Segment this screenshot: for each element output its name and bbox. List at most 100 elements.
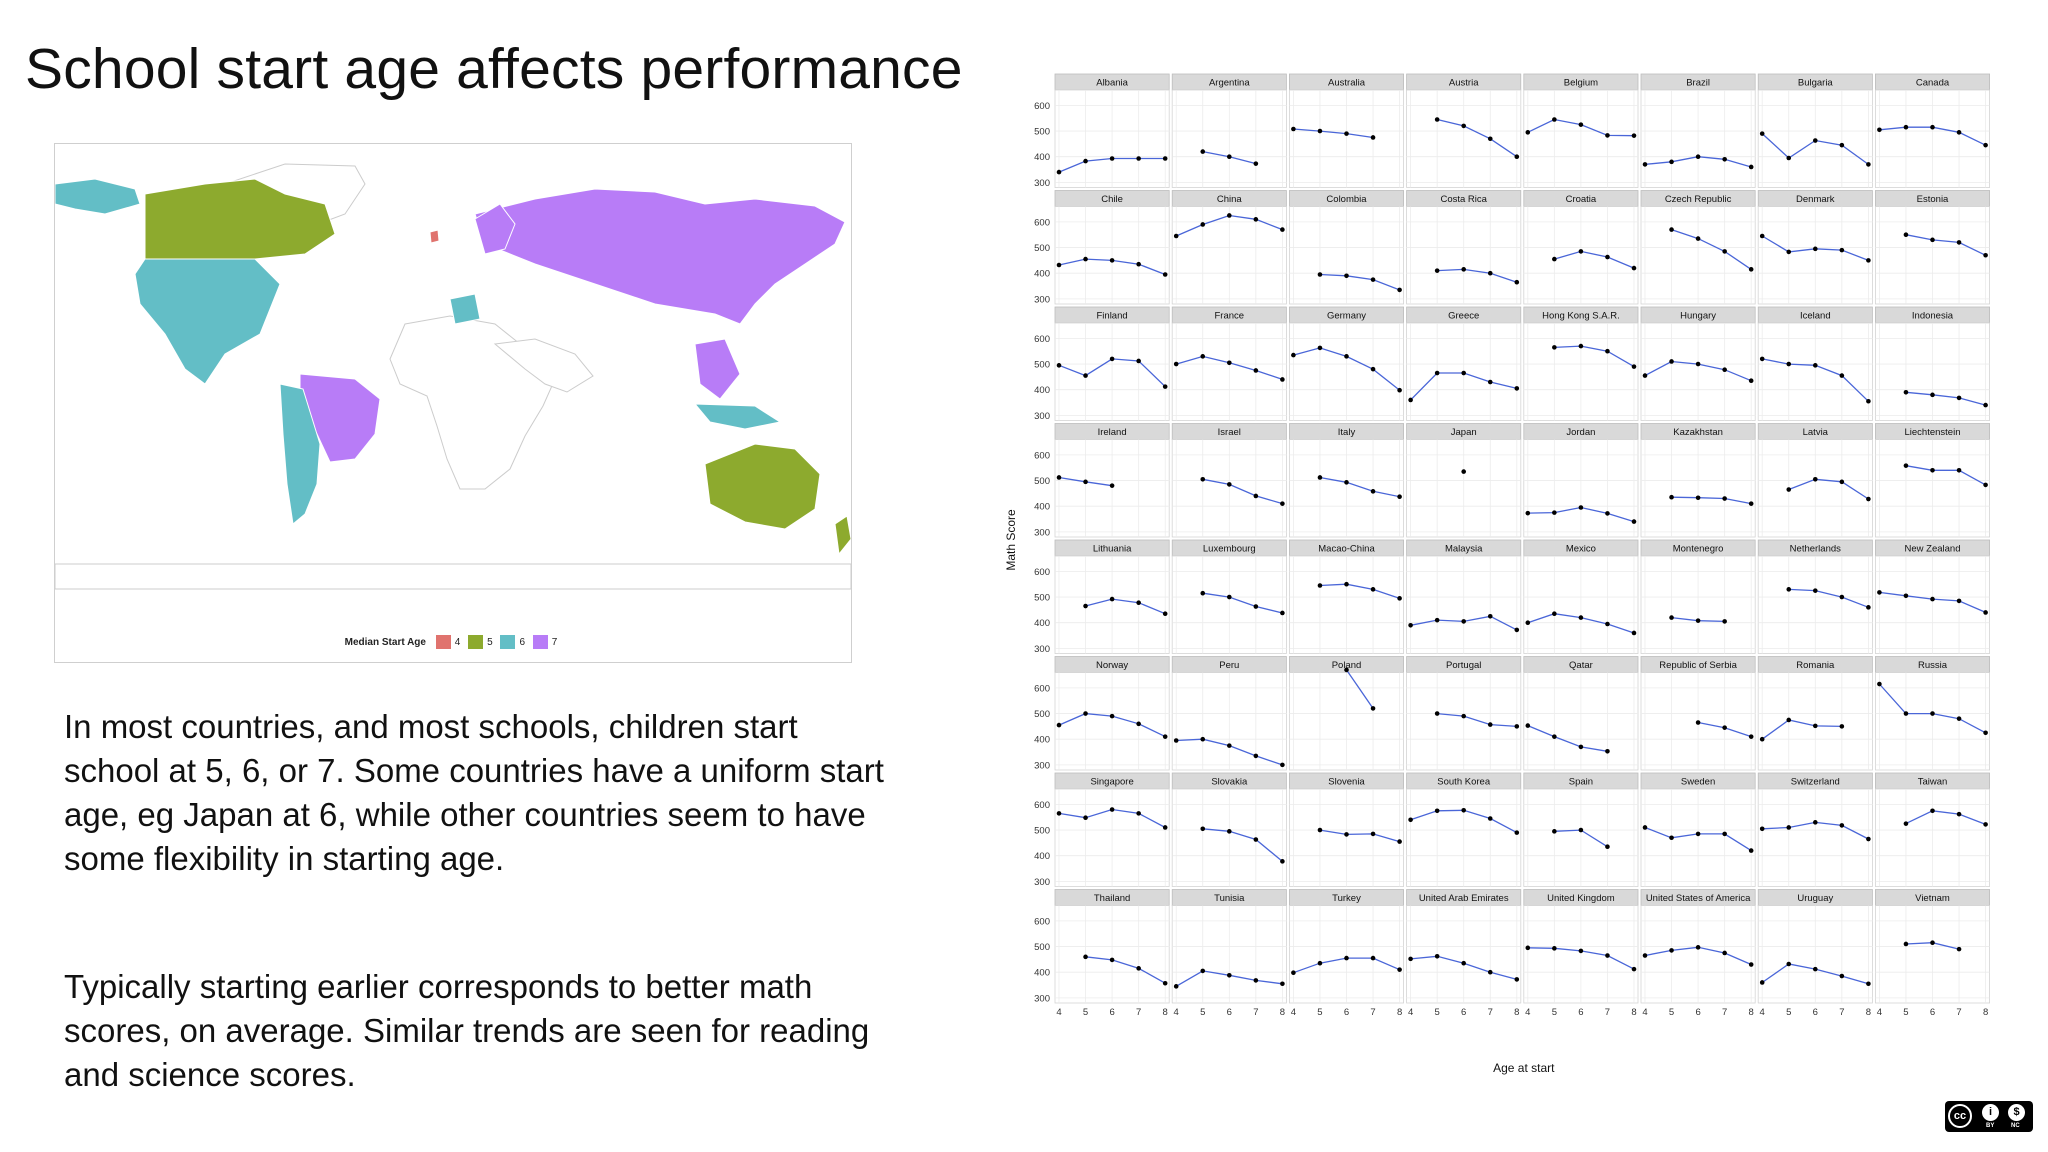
y-axis-label: Math Score (1004, 509, 1018, 571)
europe-patch-shape (449, 293, 481, 325)
data-point (1722, 249, 1727, 254)
facet-title: Hong Kong S.A.R. (1542, 311, 1620, 322)
data-point (1370, 706, 1376, 711)
data-point (1578, 249, 1584, 254)
data-point (1956, 240, 1962, 245)
facet-panel: New Zealand (1875, 539, 1991, 654)
series-line (1437, 118, 1518, 158)
x-tick-label: 8 (1163, 1007, 1168, 1018)
series-line (1202, 828, 1283, 862)
data-point (1695, 361, 1701, 367)
data-point (1903, 593, 1909, 599)
data-point (1669, 359, 1674, 364)
series-line (1319, 476, 1400, 498)
data-point (1983, 822, 1988, 827)
data-point (1839, 724, 1845, 729)
data-point (1669, 494, 1674, 500)
data-point (1317, 583, 1323, 588)
data-point (1397, 596, 1402, 601)
data-point (1605, 953, 1610, 958)
data-point (1722, 156, 1727, 162)
y-tick-label: 500 (1034, 942, 1050, 953)
facet-title: Vietnam (1915, 893, 1950, 904)
data-point (1695, 831, 1701, 837)
facet-panel: Lithuania 300 400 500 600 (1034, 539, 1170, 655)
data-point (1056, 475, 1062, 480)
x-tick-label: 8 (1514, 1007, 1519, 1018)
data-point (1487, 969, 1493, 975)
data-point (1370, 955, 1376, 961)
data-point (1291, 352, 1296, 358)
data-point (1109, 356, 1115, 362)
data-point (1642, 162, 1648, 167)
data-point (1200, 354, 1206, 359)
data-point (1408, 956, 1413, 962)
facet-title: Estonia (1917, 194, 1949, 205)
series-line (1554, 250, 1635, 269)
facet-panel: Luxembourg (1171, 539, 1287, 654)
y-tick-label: 500 (1034, 243, 1050, 254)
x-tick-label: 7 (1253, 1007, 1258, 1018)
facet-panel: United States of America 4 5 6 7 8 (1640, 889, 1756, 1018)
series-line (1761, 719, 1842, 740)
facet-title: Australia (1328, 78, 1366, 89)
data-point (1173, 233, 1179, 239)
data-point (1930, 808, 1935, 814)
y-tick-label: 500 (1034, 593, 1050, 604)
y-tick-label: 400 (1034, 152, 1050, 163)
facet-title: China (1217, 194, 1243, 205)
facet-title: Slovakia (1211, 777, 1248, 788)
legend-swatch (531, 634, 549, 650)
no-data-land (55, 163, 851, 590)
data-point (1877, 681, 1882, 687)
y-tick-label: 300 (1034, 411, 1050, 422)
data-point (1317, 827, 1323, 833)
data-point (1083, 954, 1088, 960)
data-point (1397, 287, 1402, 293)
data-point (1109, 596, 1115, 602)
x-tick-label: 6 (1227, 1007, 1232, 1018)
data-point (1786, 587, 1792, 592)
series-line (1554, 345, 1635, 368)
data-point (1605, 348, 1610, 354)
series-line (1319, 583, 1400, 599)
data-point (1083, 479, 1088, 485)
facet-title: Chile (1101, 194, 1123, 205)
data-point (1759, 826, 1765, 832)
y-tick-label: 600 (1034, 101, 1050, 112)
data-point (1578, 343, 1584, 349)
data-point (1759, 233, 1765, 239)
y-tick-label: 600 (1034, 217, 1050, 228)
data-point (1877, 590, 1882, 595)
data-point (1461, 370, 1466, 376)
middle-east-shape (493, 338, 594, 393)
facet-panel: Jordan (1523, 423, 1639, 538)
facet-panel: Taiwan (1875, 772, 1991, 887)
data-point (1200, 736, 1206, 742)
data-point (1162, 611, 1168, 617)
data-point (1552, 510, 1557, 515)
facet-panel: Costa Rica (1406, 190, 1522, 305)
data-point (1253, 978, 1259, 983)
x-tick-label: 6 (1695, 1007, 1700, 1018)
data-point (1983, 610, 1988, 615)
data-point (1514, 627, 1520, 633)
facet-title: Tunisia (1214, 893, 1245, 904)
data-point (1669, 615, 1674, 620)
cc-nc-label: NC (2011, 1123, 2020, 1129)
data-point (1434, 711, 1440, 716)
data-point (1227, 213, 1232, 218)
data-point (1605, 748, 1610, 754)
facet-title: Sweden (1681, 777, 1715, 788)
y-tick-label: 500 (1034, 476, 1050, 487)
facet-panel: Uruguay 4 5 6 7 8 (1757, 889, 1873, 1018)
facet-title: Croatia (1566, 194, 1597, 205)
y-tick-label: 300 (1034, 294, 1050, 305)
facet-title: Portugal (1446, 660, 1481, 671)
y-tick-label: 400 (1034, 385, 1050, 396)
x-tick-label: 5 (1317, 1007, 1322, 1018)
data-point (1839, 823, 1845, 828)
data-point (1487, 722, 1493, 727)
series-line (1202, 478, 1283, 505)
data-point (1552, 345, 1557, 350)
